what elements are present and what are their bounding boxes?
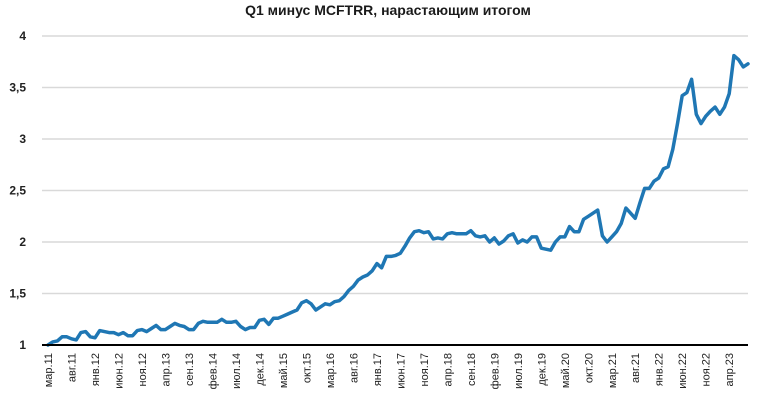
y-tick-label: 2,5 (9, 184, 26, 198)
y-tick-label: 3 (19, 132, 26, 146)
x-tick-label: авг.21 (630, 353, 642, 383)
x-tick-label: янв.22 (654, 353, 666, 386)
x-tick-label: авг.11 (66, 353, 78, 382)
y-tick-label: 4 (19, 29, 26, 43)
y-tick-label: 1,5 (9, 287, 26, 301)
y-tick-label: 1 (19, 338, 26, 352)
x-tick-label: окт.20 (583, 353, 595, 383)
x-tick-label: фев.14 (207, 353, 219, 389)
x-tick-label: апр.18 (442, 353, 454, 386)
y-tick-label: 2 (19, 235, 26, 249)
x-tick-label: сен.13 (184, 353, 196, 386)
data-line (46, 53, 750, 347)
x-tick-label: июн.22 (677, 353, 689, 389)
x-tick-label: янв.12 (90, 353, 102, 386)
x-tick-label: апр.23 (724, 353, 736, 386)
chart-title: Q1 минус MCFTRR, нарастающим итогом (245, 2, 531, 18)
x-tick-label: дек.19 (536, 353, 548, 386)
x-tick-label: июн.12 (113, 353, 125, 389)
x-tick-label: авг.16 (348, 353, 360, 383)
x-tick-label: май.15 (278, 353, 290, 388)
x-tick-label: май.20 (560, 353, 572, 388)
x-tick-label: ноя.22 (701, 353, 713, 386)
x-tick-label: фев.19 (489, 353, 501, 389)
x-tick-label: сен.18 (466, 353, 478, 386)
x-tick-label: ноя.17 (419, 353, 431, 386)
x-tick-label: мар.21 (607, 353, 619, 388)
x-tick-label: янв.17 (372, 353, 384, 386)
x-tick-label: дек.14 (254, 353, 266, 386)
x-tick-label: мар.11 (43, 353, 55, 387)
x-tick-label: апр.13 (160, 353, 172, 386)
x-tick-label: ноя.12 (137, 353, 149, 386)
x-tick-label: окт.15 (301, 353, 313, 383)
x-tick-label: июн.17 (395, 353, 407, 389)
x-tick-label: мар.16 (325, 353, 337, 388)
x-tick-label: июл.19 (513, 353, 525, 389)
x-tick-label: июл.14 (231, 353, 243, 389)
y-tick-label: 3,5 (9, 81, 26, 95)
